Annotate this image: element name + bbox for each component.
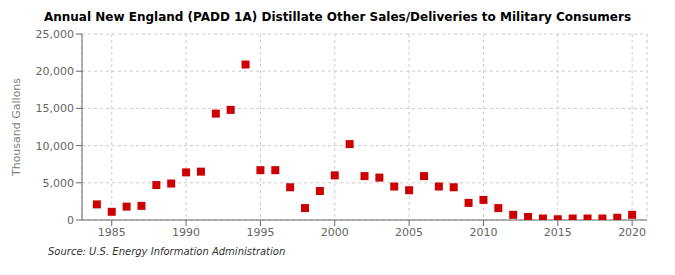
svg-text:2020: 2020 [618, 226, 646, 239]
html-text:Source: U.S. Energy Informatio: Source: U.S. Energy Information Administ… [48, 246, 286, 257]
html-text:Annual New England (PADD 1A) D: Annual New England (PADD 1A) Distillate … [44, 10, 631, 24]
svg-text:10,000: 10,000 [36, 140, 75, 153]
svg-text:25,000: 25,000 [36, 28, 75, 41]
svg-text:0: 0 [67, 214, 74, 227]
svg-text:1995: 1995 [246, 226, 274, 239]
svg-text:Thousand Gallons: Thousand Gallons [10, 78, 23, 177]
svg-text:2005: 2005 [395, 226, 423, 239]
svg-text:2000: 2000 [321, 226, 349, 239]
svg-text:2015: 2015 [544, 226, 572, 239]
svg-text:5,000: 5,000 [43, 177, 75, 190]
svg-text:1990: 1990 [172, 226, 200, 239]
svg-text:15,000: 15,000 [36, 102, 75, 115]
svg-text:20,000: 20,000 [36, 65, 75, 78]
svg-text:1985: 1985 [98, 226, 126, 239]
svg-text:2010: 2010 [469, 226, 497, 239]
